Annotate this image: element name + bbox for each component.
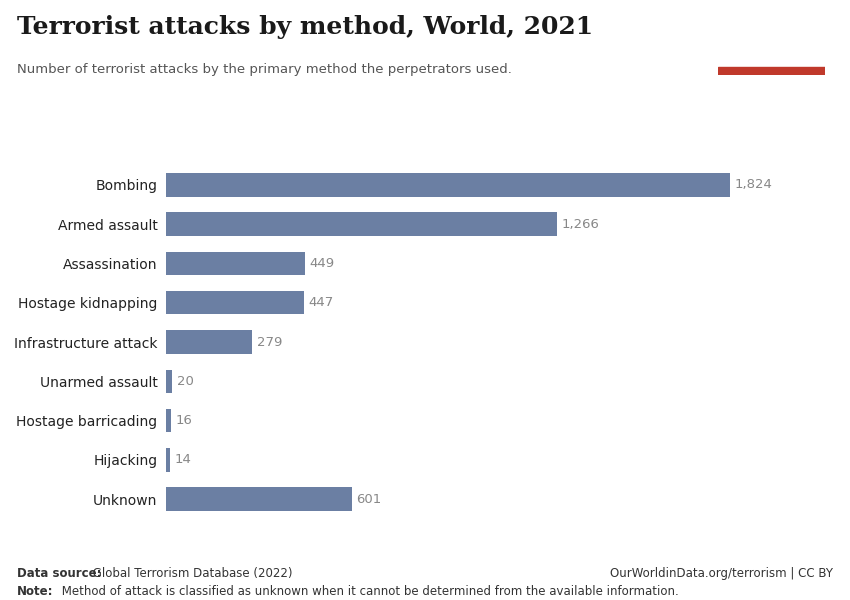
Text: 601: 601 [356,493,382,506]
Bar [166,370,172,393]
Text: 16: 16 [175,414,192,427]
Bar [166,251,304,275]
Text: Number of terrorist attacks by the primary method the perpetrators used.: Number of terrorist attacks by the prima… [17,63,512,76]
Text: 1,824: 1,824 [734,178,772,191]
Text: 447: 447 [309,296,334,309]
Text: in Data: in Data [747,43,796,56]
Text: 279: 279 [257,335,282,349]
Bar [166,448,170,472]
Text: 449: 449 [309,257,334,270]
Text: Terrorist attacks by method, World, 2021: Terrorist attacks by method, World, 2021 [17,15,593,39]
Text: 20: 20 [177,375,194,388]
Bar [166,291,304,314]
Text: OurWorldinData.org/terrorism | CC BY: OurWorldinData.org/terrorism | CC BY [610,567,833,580]
Text: Data source:: Data source: [17,567,101,580]
Text: Method of attack is classified as unknown when it cannot be determined from the : Method of attack is classified as unknow… [58,585,678,598]
Text: 14: 14 [175,454,191,466]
Bar [166,409,171,433]
Text: Global Terrorism Database (2022): Global Terrorism Database (2022) [89,567,292,580]
Bar [166,330,252,354]
Text: Our World: Our World [738,25,805,38]
Text: Note:: Note: [17,585,54,598]
Bar [166,487,352,511]
Bar [166,212,557,236]
Bar [166,173,729,197]
Bar [718,67,824,75]
Text: 1,266: 1,266 [562,218,599,230]
